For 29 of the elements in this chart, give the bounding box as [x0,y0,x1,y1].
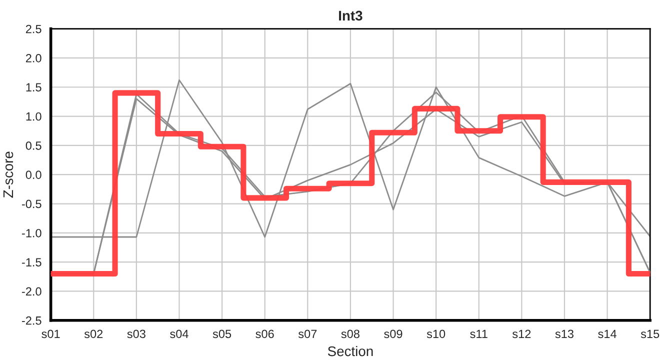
y-tick-label: -1.0 [22,228,42,238]
x-tick-label: s07 [298,330,317,338]
x-tick-label: s02 [84,330,103,338]
y-tick-label: -2.5 [22,316,42,325]
x-tick-label: s04 [170,330,188,338]
x-axis-title: Section [328,346,373,356]
x-tick-label: s10 [426,330,446,338]
chart-title: Int3 [339,10,362,21]
y-tick-label: 2.0 [26,54,42,62]
y-axis-title: Z-score [3,152,14,198]
y-tick-label: 0.0 [26,170,42,179]
y-tick-label: -1.5 [22,258,42,266]
x-tick-label: s01 [42,330,60,338]
x-tick-label: s06 [256,330,274,338]
y-tick-label: -0.5 [22,200,42,208]
y-tick-label: 2.5 [26,24,42,34]
x-tick-label: s12 [512,330,531,338]
x-tick-label: s14 [598,330,616,338]
y-tick-label: 1.5 [26,83,42,92]
x-tick-label: s03 [127,330,146,338]
x-tick-label: s09 [384,330,402,338]
y-tick-label: 0.5 [26,141,42,150]
x-tick-label: s08 [341,330,360,338]
x-tick-label: s11 [470,330,488,338]
y-tick-label: 1.0 [26,112,42,121]
x-tick-label: s05 [212,330,232,338]
x-tick-label: s13 [555,330,574,338]
x-tick-label: s15 [640,330,660,338]
y-tick-label: -2.0 [22,287,42,296]
